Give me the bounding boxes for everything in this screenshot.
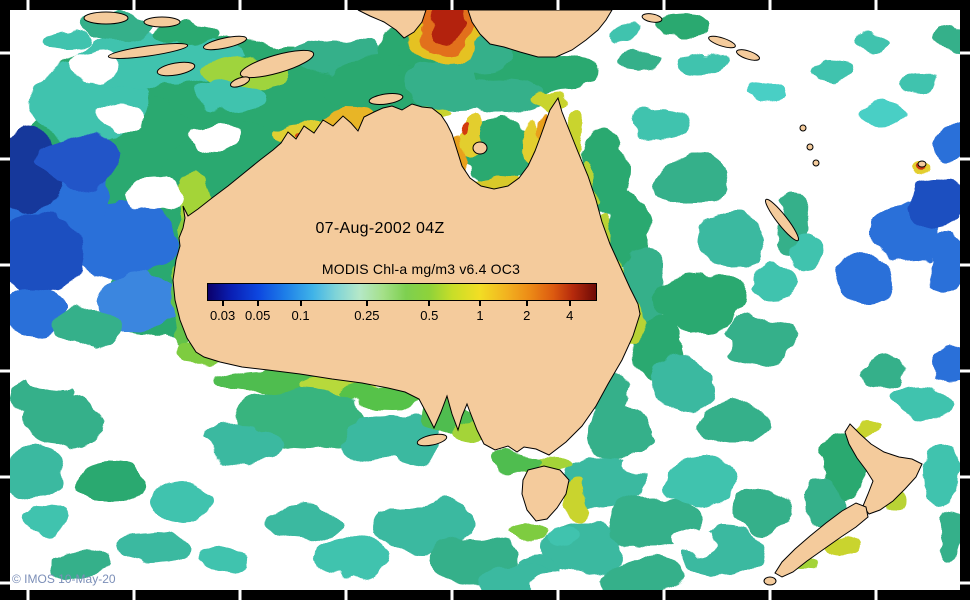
colorbar-tick-label: 4 xyxy=(566,308,574,323)
land-layer xyxy=(83,10,927,586)
landmass-australia xyxy=(172,96,641,456)
date-label: 07-Aug-2002 04Z xyxy=(315,220,445,237)
colorbar-tick-label: 0.05 xyxy=(245,308,271,323)
colorbar-tick xyxy=(568,301,571,306)
landmass-tasmania xyxy=(521,465,570,522)
colorbar-tick-label: 0.5 xyxy=(420,308,439,323)
colorbar-tick xyxy=(428,301,431,306)
landmass-new-guinea-east xyxy=(467,10,613,58)
colorbar-gradient xyxy=(207,283,597,301)
colorbar-tick xyxy=(256,301,259,306)
colorbar-tick xyxy=(221,301,224,306)
small-islands xyxy=(83,11,927,586)
colorbar-tick-label: 0.03 xyxy=(209,308,236,323)
landmass-nz-south-island xyxy=(774,502,869,578)
colorbar-tick-label: 1 xyxy=(476,308,484,323)
imos-watermark: © IMOS 10-May-20 xyxy=(12,572,116,586)
colorbar-tick-label: 0.25 xyxy=(354,308,380,323)
colorbar-tick xyxy=(525,301,528,306)
colorbar-tick-label: 2 xyxy=(523,308,531,323)
landmass-nz-north-island xyxy=(844,423,923,515)
colorbar-tick xyxy=(479,301,481,306)
colorbar-tick xyxy=(299,301,302,306)
colorbar: 0.03 0.05 0.1 0.25 0.5 1 2 4 xyxy=(207,283,597,323)
colorbar-tick xyxy=(365,301,368,306)
colorbar-title: MODIS Chl-a mg/m3 v6.4 OC3 xyxy=(321,261,521,277)
landmass-new-guinea-west xyxy=(357,10,427,39)
colorbar-tick-label: 0.1 xyxy=(291,308,310,323)
